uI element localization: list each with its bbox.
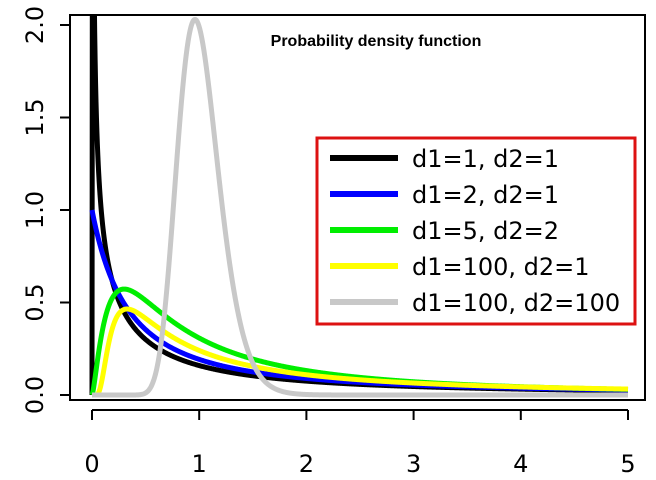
legend-label-3: d1=100, d2=1 [412, 253, 590, 281]
plot-frame [69, 14, 646, 401]
y-axis: 0.0 0.5 1.0 1.5 2.0 [21, 6, 70, 414]
y-tick-label-3: 1.5 [21, 98, 49, 136]
x-tick-label-3: 3 [406, 450, 421, 478]
y-tick-label-0: 0.0 [21, 376, 49, 414]
chart-title: Probability density function [271, 33, 482, 50]
series-line-3 [89, 306, 631, 398]
x-tick-label-1: 1 [192, 450, 207, 478]
legend-label-4: d1=100, d2=100 [412, 289, 620, 317]
legend-label-2: d1=5, d2=2 [412, 217, 559, 245]
y-tick-label-2: 1.0 [21, 191, 49, 229]
legend: d1=1, d2=1 d1=2, d2=1 d1=5, d2=2 d1=100, d2… [315, 136, 637, 326]
x-tick-label-0: 0 [84, 450, 99, 478]
x-tick-label-5: 5 [620, 450, 635, 478]
series-line-4 [89, 16, 631, 398]
legend-label-0: d1=1, d2=1 [412, 145, 559, 173]
legend-label-1: d1=2, d2=1 [412, 181, 559, 209]
x-axis: 0 1 2 3 4 5 [84, 409, 636, 478]
y-tick-label-4: 2.0 [21, 6, 49, 44]
y-tick-label-1: 0.5 [21, 283, 49, 321]
series-layer [89, 16, 631, 398]
x-tick-label-2: 2 [299, 450, 314, 478]
x-tick-label-4: 4 [513, 450, 528, 478]
